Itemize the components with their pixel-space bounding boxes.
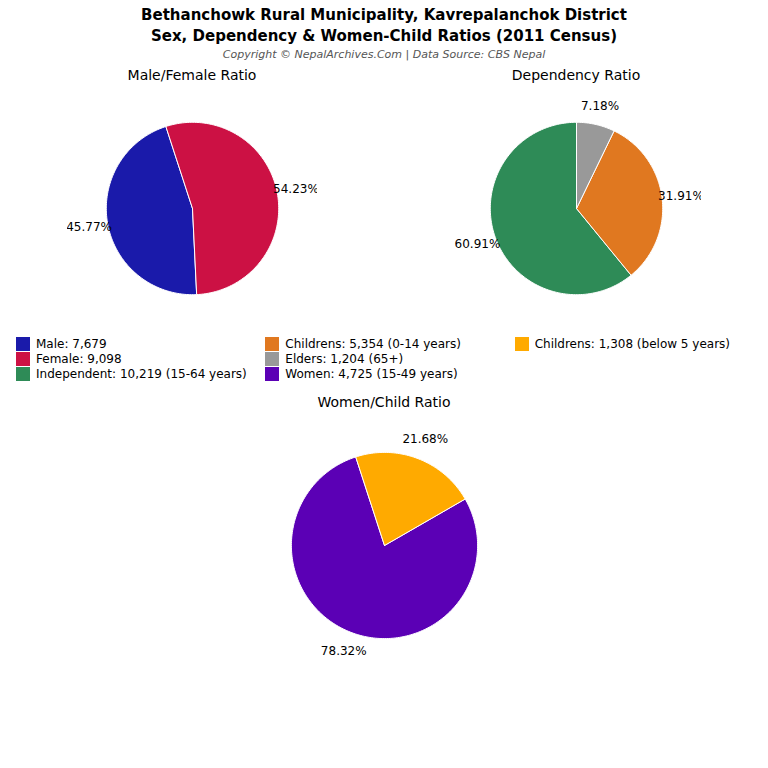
html-text:Male: 7,679: Male: 7,679 xyxy=(36,337,107,351)
html-text:Sex, Dependency & Women-Child: Sex, Dependency & Women-Child Ratios (20… xyxy=(151,27,617,45)
svg-text:7.18%: 7.18% xyxy=(581,99,619,113)
svg-text:21.68%: 21.68% xyxy=(402,432,448,446)
html-text:Bethanchowk Rural Municipality: Bethanchowk Rural Municipality, Kavrepal… xyxy=(141,6,627,24)
html-text:Childrens: 5,354 (0-14 years): Childrens: 5,354 (0-14 years) xyxy=(285,337,461,351)
html-text:Women: 4,725 (15-49 years): Women: 4,725 (15-49 years) xyxy=(285,367,458,381)
html-text:Dependency Ratio: Dependency Ratio xyxy=(511,67,641,83)
html-text:Copyright © NepalArchives.Com: Copyright © NepalArchives.Com | Data Sou… xyxy=(222,48,546,61)
svg-text:45.77%: 45.77% xyxy=(67,220,112,234)
html-text:Childrens: 1,308 (below 5 year: Childrens: 1,308 (below 5 years) xyxy=(534,337,730,351)
svg-text:60.91%: 60.91% xyxy=(455,237,501,251)
html-text:Male/Female Ratio: Male/Female Ratio xyxy=(127,67,257,83)
html-text:Women/Child Ratio: Women/Child Ratio xyxy=(317,394,451,410)
svg-text:31.91%: 31.91% xyxy=(658,189,701,203)
html-text:Female: 9,098: Female: 9,098 xyxy=(36,352,122,366)
svg-text:54.23%: 54.23% xyxy=(273,182,317,196)
svg-text:78.32%: 78.32% xyxy=(321,644,367,658)
html-text:Independent: 10,219 (15-64 yea: Independent: 10,219 (15-64 years) xyxy=(36,367,247,381)
html-text:Elders: 1,204 (65+): Elders: 1,204 (65+) xyxy=(285,352,404,366)
